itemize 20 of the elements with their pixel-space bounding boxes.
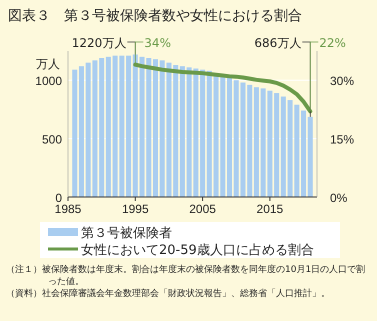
y-tick-label: 500 — [42, 132, 62, 147]
y2-tick-label: 30% — [330, 74, 354, 88]
data-label: 686万人 — [254, 36, 302, 50]
x-tick-label: 2005 — [189, 202, 216, 216]
y-tick-label: 0 — [55, 191, 62, 205]
legend-label: 第３号被保険者 — [81, 226, 172, 241]
text: （資料）社会保障審議会年金数理部会「財政状況報告」、総務省「人口推計」。 — [6, 288, 330, 299]
x-tick-label: 1985 — [54, 202, 82, 216]
legend-label: 女性において20-59歳人口に占める割合 — [81, 243, 314, 258]
data-label: 1220万人 — [72, 36, 126, 50]
x-tick-label: 1995 — [122, 202, 149, 216]
data-label: 22% — [319, 36, 346, 50]
text: （注１）被保険者数は年度末。割合は年度末の被保険者数を同年度の10月1日の人口で割った値。 — [6, 264, 366, 287]
y-axis-title: 万人 — [36, 57, 60, 72]
y-tick-label: 1000 — [35, 74, 62, 88]
y2-tick-label: 0% — [330, 191, 348, 205]
y2-tick-label: 15% — [330, 132, 354, 147]
x-tick-label: 2015 — [256, 202, 284, 216]
data-label: 34% — [144, 36, 171, 50]
chart-title: 図表３ 第３号被保険者数や女性における割合 — [8, 8, 302, 24]
